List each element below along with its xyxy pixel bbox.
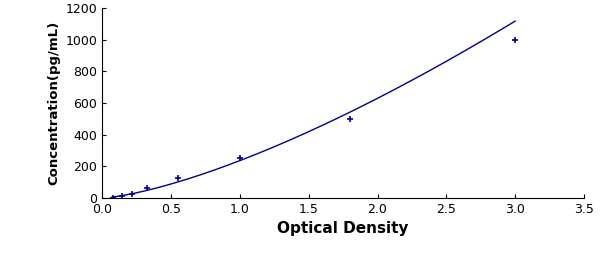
Y-axis label: Concentration(pg/mL): Concentration(pg/mL): [47, 21, 60, 185]
X-axis label: Optical Density: Optical Density: [278, 221, 409, 237]
